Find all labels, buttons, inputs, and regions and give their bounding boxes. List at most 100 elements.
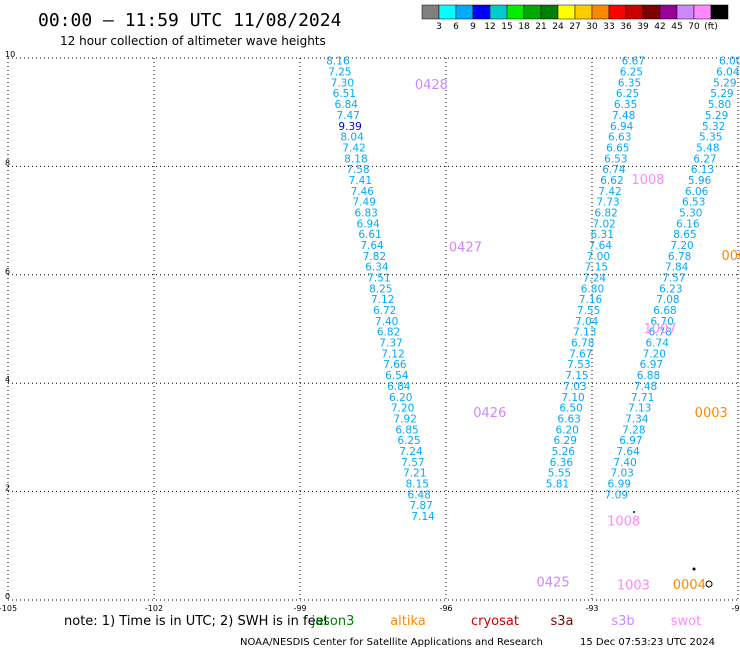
wave-height-value: 6.20 [389,392,412,404]
island-mark [633,511,635,513]
colorbar-label: 3 [436,22,442,32]
colorbar-label: 45 [671,22,682,32]
wave-height-value: 7.15 [585,262,608,274]
wave-height-value: 7.48 [612,110,635,122]
satellite-name: swot [671,614,701,629]
wave-height-value: 7.41 [349,175,372,187]
x-tick-label: -93 [585,604,598,613]
wave-height-value: 7.20 [643,348,666,360]
wave-height-value: 7.02 [592,218,615,230]
wave-height-value: 6.94 [356,218,380,230]
colorbar-label: 21 [535,22,546,32]
wave-height-value: 7.40 [375,316,398,328]
wave-height-value: 6.67 [622,56,645,68]
wave-height-value: 7.24 [399,446,423,458]
colorbar-label: 27 [569,22,580,32]
wave-height-value: 8.04 [340,132,364,144]
wave-height-value: 6.78 [668,251,691,263]
colorbar-swatch [455,4,474,20]
satellite-name: s3a [550,614,573,629]
x-tick-label: -96 [439,604,452,613]
wave-height-value: 9.39 [338,121,361,133]
wave-height-value: 7.10 [561,392,584,404]
pass-label: 1007 [644,322,677,337]
wave-height-value: 6.25 [616,88,639,100]
wave-height-value: 5.80 [708,99,731,111]
wave-height-value: 6.62 [600,175,623,187]
colorbar-label: 9 [470,22,476,32]
wave-height-value: 7.46 [351,186,375,198]
wave-height-value: 6.34 [365,262,389,274]
wave-height-value: 6.48 [408,489,431,501]
wave-height-value: 6.20 [555,424,578,436]
colorbar-label: 24 [552,22,564,32]
wave-height-value: 7.15 [565,370,588,382]
x-tick-label: -102 [145,604,163,613]
colorbar-swatch [523,4,542,20]
wave-height-value: 7.92 [393,413,416,425]
x-tick-label: -90 [731,604,740,613]
colorbar-swatch [438,4,457,20]
colorbar-swatch [489,4,508,20]
wave-height-value: 7.40 [613,457,636,469]
wave-height-value: 6.83 [354,207,377,219]
wave-height-value: 6.23 [659,283,682,295]
pass-label: 0002 [721,249,740,264]
wave-height-value: 7.04 [575,316,599,328]
wave-height-value: 7.58 [346,164,369,176]
colorbar-swatch [608,4,627,20]
wave-height-value: 7.53 [567,359,590,371]
colorbar-label: 36 [620,22,632,32]
colorbar-swatch [659,4,678,20]
wave-height-value: 8.18 [344,153,367,165]
wave-height-value: 7.48 [634,381,657,393]
wave-height-value: 5.55 [548,468,571,480]
colorbar-legend: 3 6 9 12 15 18 21 24 27 30 33 36 39 42 45 70 (ft) [421,4,729,32]
wave-height-value: 7.87 [409,500,432,512]
pass-labels: 0428 0427 0426 0425 1008 1007 1008 1003 0002 0003… [415,78,740,593]
colorbar-label: 6 [453,22,459,32]
wave-height-value: 5.29 [705,110,728,122]
wave-height-value: 6.61 [358,229,381,241]
colorbar-label: 30 [586,22,598,32]
wave-height-value: 6.84 [335,99,359,111]
wave-height-value: 5.26 [552,446,576,458]
pass-label: 0427 [449,241,482,256]
wave-height-value: 7.82 [363,251,386,263]
wave-height-value: 6.99 [608,478,631,490]
wave-height-value: 7.16 [579,294,603,306]
colorbar-label: 70 [688,22,700,32]
wave-height-value: 6.72 [373,305,396,317]
wave-height-value: 7.42 [598,186,621,198]
wave-height-value: 6.16 [676,218,700,230]
colorbar-swatch [625,4,644,20]
wave-height-value: 6.27 [693,153,716,165]
wave-height-value: 6.78 [648,327,671,339]
island-mark [692,567,696,571]
wave-height-value: 7.64 [589,240,613,252]
wave-height-value: 6.97 [619,435,642,447]
satellite-name: jason3 [311,614,355,629]
wave-height-value: 5.30 [679,207,702,219]
wave-height-value: 7.00 [587,251,610,263]
wave-height-value: 7.37 [379,338,402,350]
wave-height-value: 7.13 [573,327,596,339]
pass-label: 0004 [673,578,706,593]
colorbar-swatch [642,4,661,20]
wave-height-value: 6.80 [581,283,604,295]
colorbar-label: 33 [603,22,614,32]
chart-subtitle: 12 hour collection of altimeter wave hei… [60,34,326,48]
footer-credit: NOAA/NESDIS Center for Satellite Applica… [240,637,543,648]
wave-height-value: 6.36 [550,457,574,469]
wave-height-value: 6.63 [557,413,580,425]
wave-height-value: 5.29 [710,88,733,100]
wave-height-value: 6.53 [604,153,627,165]
wave-height-value: 7.55 [577,305,600,317]
colorbar-swatch [591,4,610,20]
pass-label: 1008 [631,173,664,188]
y-tick-label: 0 [5,592,10,601]
wave-height-value: 7.03 [563,381,586,393]
colorbar-swatch [472,4,491,20]
wave-height-value: 6.53 [682,197,705,209]
